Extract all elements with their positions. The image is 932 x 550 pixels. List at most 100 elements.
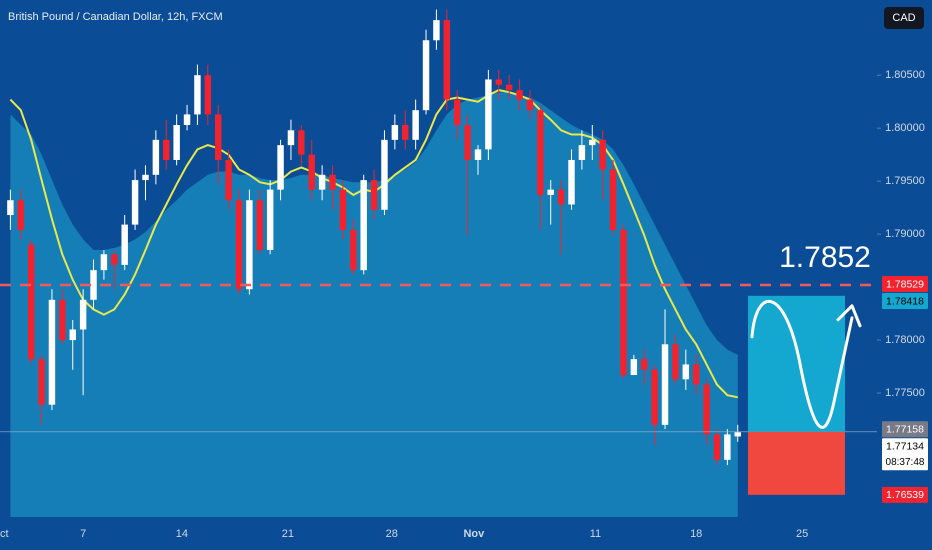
candle-body xyxy=(526,99,534,111)
candle-body xyxy=(329,174,336,190)
x-tick-label: 18 xyxy=(690,528,702,540)
stop-zone xyxy=(748,431,845,495)
candle-body xyxy=(734,432,741,437)
candle-body xyxy=(246,200,253,290)
candle-body xyxy=(17,200,25,230)
price-tag xyxy=(882,438,928,471)
candle-body xyxy=(453,99,461,126)
candle-body xyxy=(485,79,492,150)
y-tick-label: 1.77500 xyxy=(885,387,925,399)
currency-label[interactable]: CAD xyxy=(892,12,915,24)
candle-body xyxy=(724,434,731,460)
chart-title: British Pound / Canadian Dollar, 12h, FX… xyxy=(8,11,223,23)
price-tag xyxy=(882,276,928,293)
candle-body xyxy=(214,114,222,160)
x-tick-label: 25 xyxy=(796,528,808,540)
x-tick-label: 28 xyxy=(386,528,398,540)
candle-body xyxy=(578,145,586,160)
candle-body xyxy=(142,174,149,181)
target-zone xyxy=(748,295,845,432)
y-tick-label: 1.78000 xyxy=(885,334,925,346)
y-tick-label: 1.80000 xyxy=(885,122,925,134)
candle-body xyxy=(422,40,430,111)
x-tick-label: 21 xyxy=(282,528,294,540)
candle-body xyxy=(360,180,367,271)
candle-body xyxy=(433,20,440,41)
candle-body xyxy=(318,174,326,190)
candle-body xyxy=(568,159,575,205)
candle-body xyxy=(173,125,180,160)
candle-body xyxy=(370,180,378,210)
candle-body xyxy=(557,189,565,205)
candle-body xyxy=(38,359,45,405)
currency-button[interactable] xyxy=(884,7,924,29)
candle-body xyxy=(235,200,243,290)
y-tick-label: 1.80500 xyxy=(885,69,925,81)
candle-body xyxy=(266,189,274,251)
candle-body xyxy=(256,200,263,251)
candle-body xyxy=(412,110,419,140)
candle-body xyxy=(48,299,56,405)
countdown: 08:37:48 xyxy=(886,457,925,468)
price-tag-label: 1.78529 xyxy=(886,278,924,290)
projection-arrow xyxy=(836,304,862,328)
candle-body xyxy=(402,125,409,140)
candle-body xyxy=(599,139,606,170)
candle-body xyxy=(516,90,523,100)
candle-body xyxy=(59,299,66,341)
price-tag-label: 1.77134 xyxy=(886,441,924,453)
price-tag xyxy=(882,486,928,503)
candle-body xyxy=(69,329,76,341)
candle-body xyxy=(79,299,87,330)
candle-body xyxy=(111,254,118,265)
x-tick-label: 14 xyxy=(176,528,188,540)
candle-body xyxy=(609,169,617,230)
y-tick-label: 1.79000 xyxy=(885,228,925,240)
candle-body xyxy=(7,200,14,216)
candle-body xyxy=(194,75,201,115)
candle-body xyxy=(672,344,679,380)
candle-body xyxy=(630,359,638,376)
candle-body xyxy=(204,75,212,115)
candle-body xyxy=(589,139,596,146)
candle-body xyxy=(152,139,160,175)
candle-body xyxy=(27,244,35,360)
price-tag-label: 1.78418 xyxy=(886,295,924,307)
candle-body xyxy=(703,384,710,435)
projection-curve xyxy=(750,299,854,429)
candle-body xyxy=(464,125,471,160)
candle-body xyxy=(121,224,128,265)
x-tick-label: 7 xyxy=(80,528,86,540)
candle-body xyxy=(391,125,399,140)
candle-body xyxy=(547,189,554,195)
candle-body xyxy=(308,154,315,190)
candle-body xyxy=(277,145,284,190)
candle-body xyxy=(90,270,97,300)
candle-body xyxy=(661,344,669,425)
x-tick-label: 11 xyxy=(590,528,601,540)
candle-body xyxy=(713,434,721,460)
x-tick-label: Nov xyxy=(463,528,485,540)
candle-body xyxy=(692,364,700,385)
candle-body xyxy=(381,139,388,210)
level-label: 1.7852 xyxy=(779,241,871,274)
candle-body xyxy=(620,229,627,376)
candle-body xyxy=(287,130,295,146)
candle-body xyxy=(350,229,357,271)
band-area xyxy=(10,92,738,517)
candle-body xyxy=(225,159,232,201)
plot-area: 1.7852 xyxy=(0,9,877,517)
y-tick-label: 1.79500 xyxy=(885,175,925,187)
candle-body xyxy=(443,20,451,100)
candle-body xyxy=(641,359,648,370)
candle-body xyxy=(131,180,139,225)
candle-body xyxy=(537,110,544,195)
price-tag-label: 1.76539 xyxy=(886,489,924,501)
candle-body xyxy=(474,149,482,160)
x-tick-label: Oct xyxy=(0,528,9,540)
candle-body xyxy=(100,254,108,271)
candle-body xyxy=(339,189,347,230)
candle-body xyxy=(183,114,191,126)
price-tag xyxy=(882,293,928,310)
